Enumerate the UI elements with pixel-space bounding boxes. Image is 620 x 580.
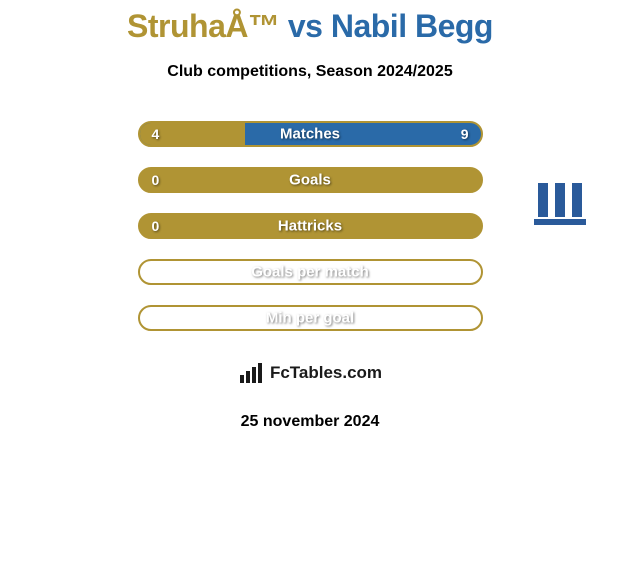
- player-left-name: StruhaÅ™ vs Nabil Begg: [127, 8, 493, 44]
- stat-bar-label: Goals: [140, 172, 481, 189]
- stat-bar-matches: Matches4 9: [138, 121, 483, 147]
- stat-bar-label: Goals per match: [140, 264, 481, 281]
- subtitle: Club competitions, Season 2024/2025: [0, 63, 620, 81]
- page-title: StruhaÅ™ vs Nabil Begg: [0, 0, 620, 45]
- club-badge-icon: [534, 183, 586, 235]
- stat-bar-left-value: 0: [152, 172, 160, 188]
- left-player-photo-placeholder: [8, 121, 113, 145]
- source-logo[interactable]: FcTables.com: [202, 351, 418, 395]
- stat-bars: Matches49Goals0Hattricks0Goals per match…: [138, 121, 483, 331]
- stat-bar-goals-per-match: Goals per match: [138, 259, 483, 285]
- date: 25 november 2024: [0, 413, 620, 431]
- right-club-logo: [519, 168, 601, 250]
- stat-bar-hattricks: Hattricks0: [138, 213, 483, 239]
- comparison-area: Matches49Goals0Hattricks0Goals per match…: [0, 121, 620, 331]
- stat-bar-goals: Goals0: [138, 167, 483, 193]
- stat-bar-left-value: 4: [152, 126, 160, 142]
- stat-bar-label: Min per goal: [140, 310, 481, 327]
- stat-bar-label: Hattricks: [140, 218, 481, 235]
- stat-bar-right-value: 9: [461, 126, 469, 142]
- stat-bar-label: Matches: [140, 126, 481, 143]
- left-club-logo-placeholder: [19, 175, 121, 197]
- stat-bar-min-per-goal: Min per goal: [138, 305, 483, 331]
- source-logo-text: FcTables.com: [270, 363, 382, 383]
- right-player-photo-placeholder: [507, 121, 612, 145]
- bars-icon: [238, 363, 264, 383]
- stat-bar-left-value: 0: [152, 218, 160, 234]
